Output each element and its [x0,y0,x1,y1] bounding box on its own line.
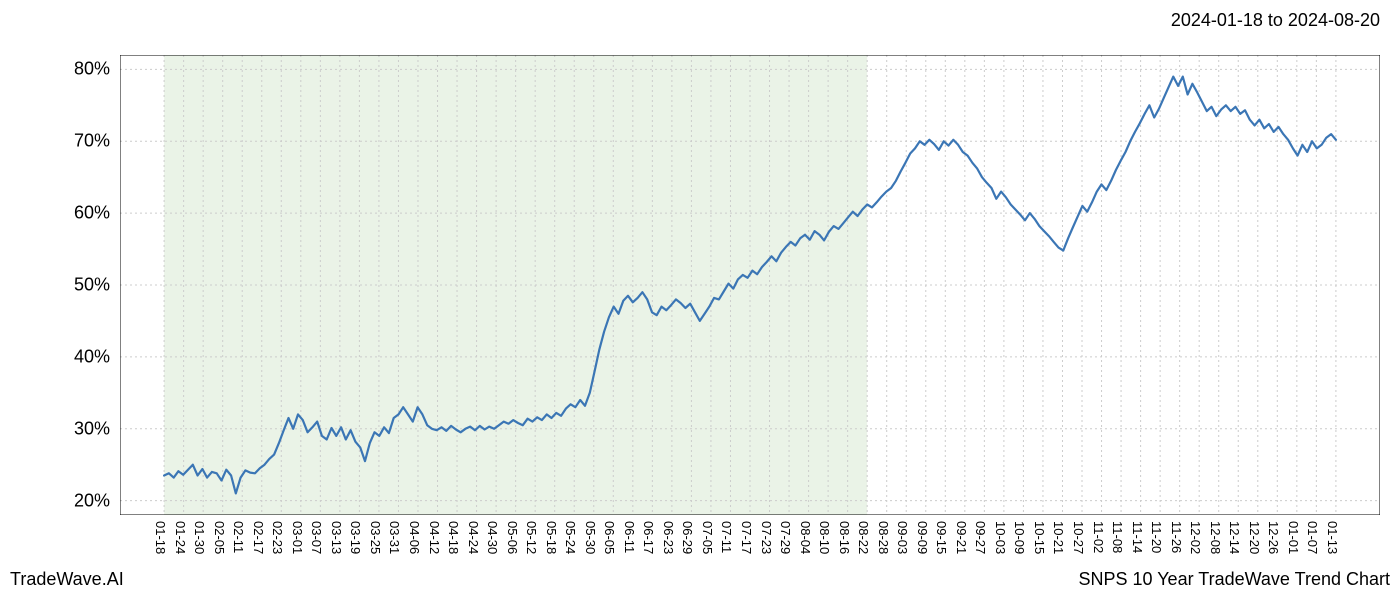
x-axis-tick-label: 05-18 [544,521,559,554]
x-axis-tick-label: 03-07 [309,521,324,554]
chart-svg [120,55,1380,515]
x-axis-tick-label: 12-20 [1247,521,1262,554]
x-axis-tick-label: 01-13 [1325,521,1340,554]
x-axis-tick-label: 04-24 [466,521,481,554]
x-axis-tick-label: 07-17 [739,521,754,554]
x-axis-tick-label: 11-08 [1110,521,1125,553]
x-axis-tick-label: 10-15 [1032,521,1047,554]
x-axis-tick-label: 10-21 [1051,521,1066,554]
y-axis-tick-label: 70% [74,131,120,152]
x-axis-tick-label: 05-12 [524,521,539,554]
x-axis-tick-label: 01-07 [1305,521,1320,554]
x-axis-tick-label: 06-05 [602,521,617,554]
x-axis-tick-label: 06-17 [641,521,656,554]
x-axis-tick-label: 09-21 [954,521,969,554]
x-axis-tick-label: 02-05 [212,521,227,554]
x-axis-tick-label: 04-06 [407,521,422,554]
x-axis-tick-label: 01-24 [173,521,188,554]
x-axis-tick-label: 07-23 [759,521,774,554]
x-axis-tick-label: 12-02 [1188,521,1203,554]
y-axis-tick-label: 40% [74,346,120,367]
x-axis-tick-label: 01-18 [153,521,168,554]
x-axis-tick-label: 09-09 [915,521,930,554]
x-axis-tick-label: 12-08 [1208,521,1223,554]
x-axis-tick-label: 07-11 [719,521,734,553]
x-axis-tick-label: 08-10 [817,521,832,554]
x-axis-tick-label: 08-22 [856,521,871,554]
x-axis-tick-label: 05-24 [563,521,578,554]
x-axis-tick-label: 03-25 [368,521,383,554]
x-axis-tick-label: 11-02 [1091,521,1106,553]
x-axis-tick-label: 09-15 [934,521,949,554]
y-axis-tick-label: 80% [74,59,120,80]
x-axis-tick-label: 04-12 [427,521,442,554]
x-axis-tick-label: 11-20 [1149,521,1164,553]
x-axis-tick-label: 07-05 [700,521,715,554]
x-axis-tick-label: 08-16 [837,521,852,554]
y-axis-tick-label: 20% [74,490,120,511]
x-axis-tick-label: 01-30 [192,521,207,554]
x-axis-tick-label: 04-30 [485,521,500,554]
x-axis-tick-label: 09-27 [973,521,988,554]
x-axis-tick-label: 08-04 [798,521,813,554]
x-axis-tick-label: 03-31 [387,521,402,554]
x-axis-tick-label: 04-18 [446,521,461,554]
date-range-label: 2024-01-18 to 2024-08-20 [1171,10,1380,31]
x-axis-tick-label: 08-28 [876,521,891,554]
brand-label: TradeWave.AI [10,569,124,590]
x-axis-tick-label: 07-29 [778,521,793,554]
x-axis-tick-label: 03-19 [348,521,363,554]
x-axis-tick-label: 02-23 [270,521,285,554]
x-axis-tick-label: 03-13 [329,521,344,554]
x-axis-tick-label: 10-09 [1012,521,1027,554]
x-axis-tick-label: 06-23 [661,521,676,554]
x-axis-tick-label: 06-29 [680,521,695,554]
x-axis-tick-label: 05-06 [505,521,520,554]
x-axis-tick-label: 09-03 [895,521,910,554]
x-axis-tick-label: 05-30 [583,521,598,554]
x-axis-tick-label: 10-27 [1071,521,1086,554]
x-axis-tick-label: 01-01 [1286,521,1301,554]
x-axis-tick-label: 12-14 [1227,521,1242,554]
x-axis-tick-label: 06-11 [622,521,637,553]
y-axis-tick-label: 60% [74,203,120,224]
x-axis-tick-label: 11-26 [1169,521,1184,553]
x-axis-tick-label: 02-11 [231,521,246,553]
x-axis-tick-label: 12-26 [1266,521,1281,554]
chart-title: SNPS 10 Year TradeWave Trend Chart [1078,569,1390,590]
y-axis-tick-label: 30% [74,418,120,439]
x-axis-tick-label: 10-03 [993,521,1008,554]
trend-chart: 20%30%40%50%60%70%80%01-1801-2401-3002-0… [120,55,1380,515]
x-axis-tick-label: 11-14 [1130,521,1145,553]
x-axis-tick-label: 03-01 [290,521,305,554]
y-axis-tick-label: 50% [74,275,120,296]
x-axis-tick-label: 02-17 [251,521,266,554]
